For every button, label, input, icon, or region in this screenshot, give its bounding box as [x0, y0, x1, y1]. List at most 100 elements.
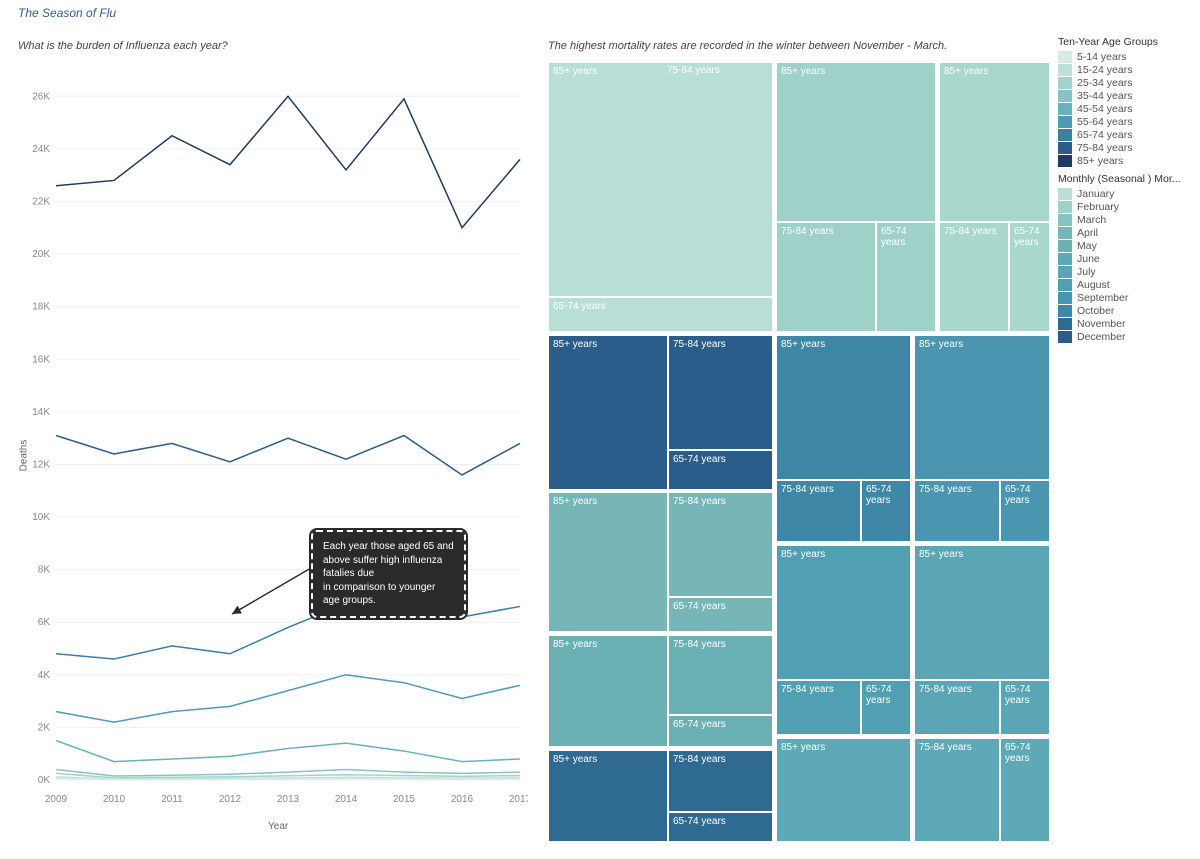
treemap-cell[interactable]: 75-84 years — [668, 492, 773, 597]
treemap-cell[interactable]: 85+ years — [548, 750, 668, 842]
legend-label: July — [1077, 266, 1096, 278]
treemap-cell[interactable]: 65-74 years — [861, 680, 911, 735]
treemap-cell-label: 85+ years — [553, 339, 597, 350]
legend-label: May — [1077, 240, 1097, 252]
legend-month-item[interactable]: April — [1058, 227, 1188, 239]
x-axis-label: Year — [268, 821, 288, 832]
treemap-cell[interactable]: 65-74 years — [668, 450, 773, 490]
legend-age-item[interactable]: 65-74 years — [1058, 129, 1188, 141]
legend-age-item[interactable]: 5-14 years — [1058, 51, 1188, 63]
treemap-cell[interactable]: 75-84 years — [914, 480, 1000, 542]
legend-age-item[interactable]: 55-64 years — [1058, 116, 1188, 128]
treemap-cell[interactable]: 75-84 years — [939, 222, 1009, 332]
svg-text:0K: 0K — [38, 775, 51, 786]
treemap-cell[interactable]: 75-84 years — [914, 738, 1000, 842]
treemap-cell[interactable]: 85+ years — [914, 545, 1050, 680]
treemap-cell-label: 75-84 years — [944, 226, 997, 237]
legend-month-item[interactable]: July — [1058, 266, 1188, 278]
treemap-cell-label: 75-84 years — [919, 742, 972, 753]
legend-age-item[interactable]: 75-84 years — [1058, 142, 1188, 154]
treemap-cell-label: 85+ years — [781, 66, 825, 77]
legend-age-item[interactable]: 45-54 years — [1058, 103, 1188, 115]
legend-swatch — [1058, 64, 1072, 76]
treemap-cell-label: 75-84 years — [781, 484, 834, 495]
treemap-cell-label: 85+ years — [553, 754, 597, 765]
legend-label: 15-24 years — [1077, 64, 1132, 76]
legend-month-item[interactable]: December — [1058, 331, 1188, 343]
treemap-cell-label: 65-74 years — [673, 454, 726, 465]
legend-label: January — [1077, 188, 1114, 200]
svg-text:10K: 10K — [32, 512, 50, 523]
svg-text:2015: 2015 — [393, 794, 416, 805]
treemap-cell[interactable]: 65-74 years — [1009, 222, 1050, 332]
legend-month-item[interactable]: February — [1058, 201, 1188, 213]
treemap[interactable]: 85+ years75-84 years65-74 years85+ years… — [548, 62, 1050, 842]
series-75-84-years[interactable] — [56, 436, 520, 475]
y-axis-label: Deaths — [18, 440, 29, 472]
legend-label: 75-84 years — [1077, 142, 1132, 154]
legend-month-item[interactable]: March — [1058, 214, 1188, 226]
treemap-cell-label: 75-84 years — [673, 339, 726, 350]
treemap-cell[interactable]: 65-74 years — [1000, 480, 1050, 542]
line-chart[interactable]: 0K2K4K6K8K10K12K14K16K18K20K22K24K26K200… — [18, 60, 528, 830]
treemap-cell[interactable]: 75-84 years — [668, 750, 773, 812]
treemap-cell[interactable]: 65-74 years — [876, 222, 936, 332]
series-85+-years[interactable] — [56, 96, 520, 227]
svg-text:2014: 2014 — [335, 794, 358, 805]
svg-text:12K: 12K — [32, 459, 50, 470]
legend-label: October — [1077, 305, 1114, 317]
series-45-54-years[interactable] — [56, 741, 520, 762]
treemap-cell-label: 85+ years — [919, 549, 963, 560]
treemap-cell[interactable]: 85+ years — [776, 62, 936, 222]
legend-swatch — [1058, 279, 1072, 291]
treemap-cell[interactable]: 75-84 years — [776, 222, 876, 332]
treemap-cell[interactable]: 65-74 years — [668, 812, 773, 842]
treemap-cell[interactable]: 75-84 years — [776, 480, 861, 542]
treemap-cell[interactable]: 75-84 years — [776, 680, 861, 735]
legend-swatch — [1058, 201, 1072, 213]
treemap-cell[interactable]: 85+ years — [914, 335, 1050, 480]
treemap-cell[interactable]: 85+ years — [776, 545, 911, 680]
treemap-cell[interactable]: 65-74 years — [668, 715, 773, 747]
legend-age-item[interactable]: 35-44 years — [1058, 90, 1188, 102]
svg-text:2010: 2010 — [103, 794, 126, 805]
legend-month-item[interactable]: September — [1058, 292, 1188, 304]
legend-age-item[interactable]: 25-34 years — [1058, 77, 1188, 89]
treemap-cell-label: 75-84 years — [781, 226, 834, 237]
legend-month-item[interactable]: August — [1058, 279, 1188, 291]
legend-month-item[interactable]: November — [1058, 318, 1188, 330]
legend-month-item[interactable]: October — [1058, 305, 1188, 317]
treemap-cell-label: 75-84 years — [673, 754, 726, 765]
treemap-cell[interactable]: 85+ years — [776, 738, 911, 842]
legend-label: September — [1077, 292, 1128, 304]
legend-title-age: Ten-Year Age Groups — [1058, 36, 1188, 48]
treemap-cell[interactable]: 75-84 years — [668, 635, 773, 715]
svg-text:16K: 16K — [32, 354, 50, 365]
treemap-cell[interactable]: 75-84 years — [668, 335, 773, 450]
legend-swatch — [1058, 331, 1072, 343]
series-55-64-years[interactable] — [56, 675, 520, 722]
treemap-cell[interactable]: 75-84 years — [914, 680, 1000, 735]
legend-label: 45-54 years — [1077, 103, 1132, 115]
page-title: The Season of Flu — [18, 6, 116, 20]
treemap-cell[interactable]: 85+ years — [548, 492, 668, 632]
legend-swatch — [1058, 155, 1072, 167]
legend-age-item[interactable]: 15-24 years — [1058, 64, 1188, 76]
treemap-cell[interactable]: 65-74 years — [861, 480, 911, 542]
legend-month-item[interactable]: January — [1058, 188, 1188, 200]
treemap-cell[interactable]: 65-74 years — [1000, 738, 1050, 842]
legend-month-item[interactable]: June — [1058, 253, 1188, 265]
treemap-cell[interactable]: 65-74 years — [1000, 680, 1050, 735]
treemap-cell[interactable]: 65-74 years — [668, 597, 773, 632]
treemap-cell[interactable]: 85+ years — [548, 62, 773, 297]
treemap-cell-label: 85+ years — [781, 339, 825, 350]
legend-month-item[interactable]: May — [1058, 240, 1188, 252]
legend-label: 25-34 years — [1077, 77, 1132, 89]
legend-swatch — [1058, 292, 1072, 304]
treemap-cell[interactable]: 65-74 years — [548, 297, 773, 332]
treemap-cell[interactable]: 85+ years — [548, 335, 668, 490]
treemap-cell[interactable]: 85+ years — [548, 635, 668, 747]
treemap-cell[interactable]: 85+ years — [939, 62, 1050, 222]
legend-age-item[interactable]: 85+ years — [1058, 155, 1188, 167]
treemap-cell[interactable]: 85+ years — [776, 335, 911, 480]
